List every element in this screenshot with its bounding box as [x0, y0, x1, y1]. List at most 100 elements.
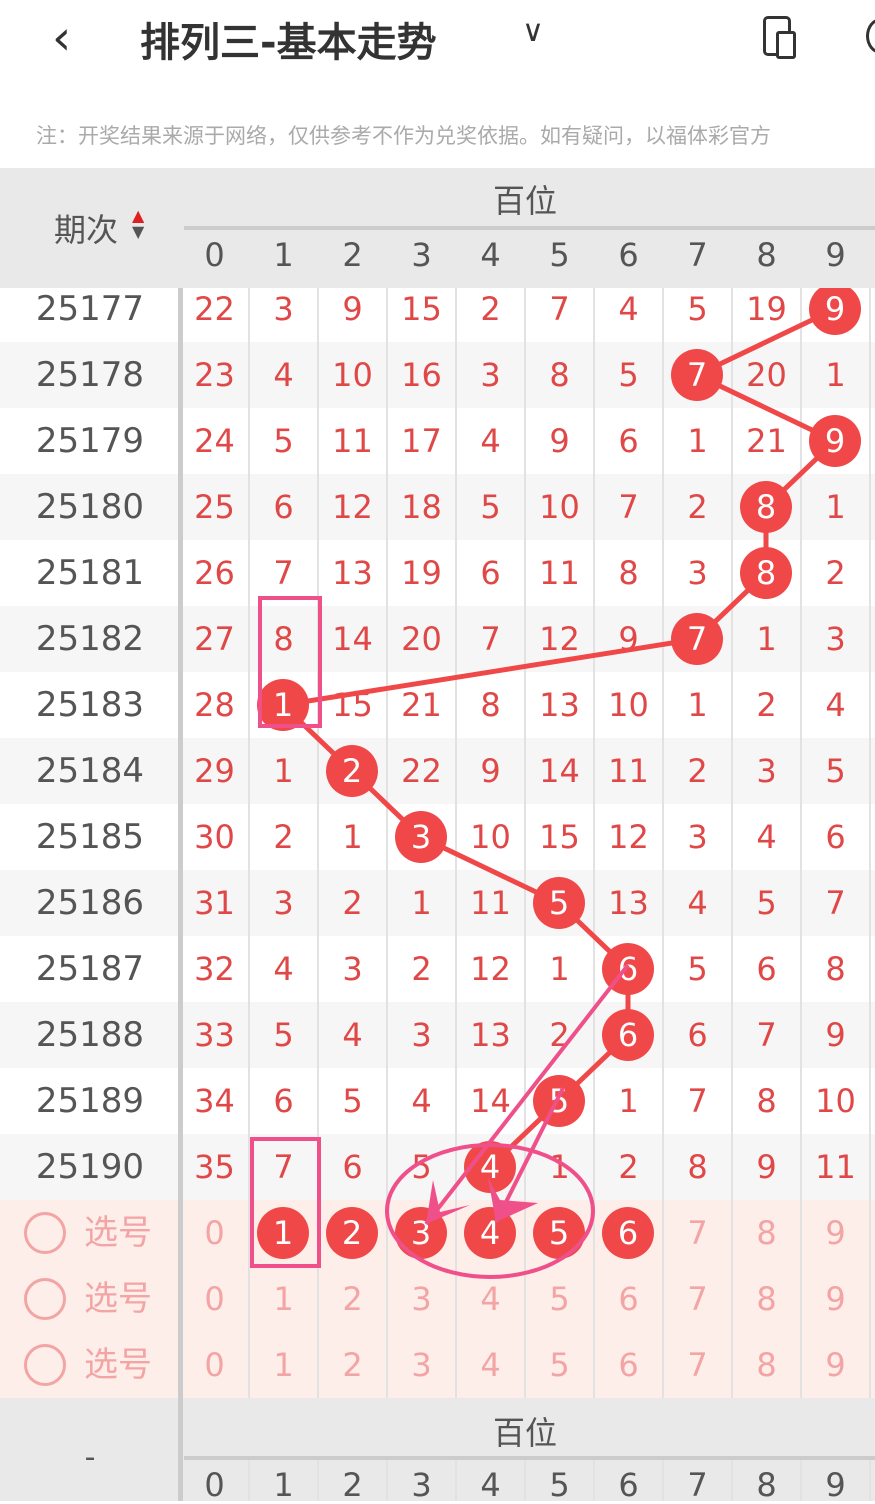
select-radio[interactable] [24, 1278, 66, 1320]
miss-count: 3 [756, 752, 777, 790]
miss-count: 5 [756, 884, 777, 922]
footer-column-digit-8: 8 [756, 1466, 777, 1504]
select-digit-5[interactable]: 5 [549, 1280, 570, 1318]
table-row: 25184 29 1 2 22 9 14 11 2 3 5 [0, 738, 875, 804]
select-digit-7[interactable]: 7 [687, 1280, 708, 1318]
select-digit-0[interactable]: 0 [204, 1214, 225, 1252]
select-digit-8[interactable]: 8 [756, 1346, 777, 1384]
miss-count: 5 [411, 1148, 432, 1186]
select-digit-6[interactable]: 6 [618, 1346, 639, 1384]
miss-count: 8 [480, 686, 501, 724]
select-digit-3[interactable]: 3 [411, 1280, 432, 1318]
select-digit-2[interactable]: 2 [342, 1346, 363, 1384]
footer-column-digit-2: 2 [342, 1466, 363, 1504]
miss-count: 2 [549, 1016, 570, 1054]
miss-count: 1 [756, 620, 777, 658]
select-digit-7[interactable]: 7 [687, 1214, 708, 1252]
selected-ball-4[interactable]: 4 [464, 1207, 516, 1259]
selected-ball-1[interactable]: 1 [257, 1207, 309, 1259]
select-digit-4[interactable]: 4 [480, 1280, 501, 1318]
select-digit-0[interactable]: 0 [204, 1280, 225, 1318]
select-label[interactable]: 选号 [84, 1279, 152, 1319]
select-digit-1[interactable]: 1 [273, 1280, 294, 1318]
select-label[interactable]: 选号 [84, 1213, 152, 1253]
miss-count: 11 [608, 752, 649, 790]
select-digit-4[interactable]: 4 [480, 1346, 501, 1384]
page-title[interactable]: 排列三-基本走势 [140, 20, 437, 66]
miss-count: 6 [618, 422, 639, 460]
select-digit-6[interactable]: 6 [618, 1280, 639, 1318]
select-digit-9[interactable]: 9 [825, 1280, 846, 1318]
select-digit-5[interactable]: 5 [549, 1346, 570, 1384]
select-digit-8[interactable]: 8 [756, 1214, 777, 1252]
select-digit-1[interactable]: 1 [273, 1346, 294, 1384]
miss-count: 2 [273, 818, 294, 856]
sort-icon[interactable]: ▲ ▼ [132, 206, 145, 241]
miss-count: 5 [825, 752, 846, 790]
miss-count: 4 [687, 884, 708, 922]
period-header[interactable]: 期次 [54, 211, 119, 249]
miss-count: 10 [470, 818, 511, 856]
miss-count: 30 [194, 818, 235, 856]
miss-count: 6 [342, 1148, 363, 1186]
miss-count: 6 [825, 818, 846, 856]
miss-count: 9 [756, 1148, 777, 1186]
grid-line [662, 228, 664, 1200]
select-digit-9[interactable]: 9 [825, 1214, 846, 1252]
table-row: 25180 25 6 12 18 5 10 7 2 8 1 [0, 474, 875, 540]
miss-count: 5 [273, 1016, 294, 1054]
footer-divider [184, 1456, 875, 1460]
selected-ball-6[interactable]: 6 [602, 1207, 654, 1259]
select-digit-0[interactable]: 0 [204, 1346, 225, 1384]
miss-count: 4 [342, 1016, 363, 1054]
grid-line [869, 228, 871, 1200]
selected-ball-5[interactable]: 5 [533, 1207, 585, 1259]
grid-line [800, 1200, 802, 1398]
period-number: 25179 [35, 421, 145, 461]
miss-count: 8 [825, 950, 846, 988]
footer-column-digit-9: 9 [825, 1466, 846, 1504]
miss-count: 13 [608, 884, 649, 922]
selected-ball-2[interactable]: 2 [326, 1207, 378, 1259]
select-digit-9[interactable]: 9 [825, 1346, 846, 1384]
miss-count: 1 [342, 818, 363, 856]
miss-count: 4 [756, 818, 777, 856]
more-icon[interactable] [866, 18, 875, 54]
select-label[interactable]: 选号 [84, 1345, 152, 1385]
miss-count: 5 [618, 356, 639, 394]
hit-ball: 3 [395, 811, 447, 863]
select-digit-2[interactable]: 2 [342, 1280, 363, 1318]
grid-line [869, 1200, 871, 1398]
footer-column-digit-0: 0 [204, 1466, 225, 1504]
select-digit-3[interactable]: 3 [411, 1346, 432, 1384]
miss-count: 15 [332, 686, 373, 724]
miss-count: 15 [539, 818, 580, 856]
hit-ball: 9 [809, 283, 861, 335]
device-rotate-icon[interactable] [763, 16, 796, 59]
hit-ball: 8 [740, 547, 792, 599]
miss-count: 10 [608, 686, 649, 724]
select-digit-8[interactable]: 8 [756, 1280, 777, 1318]
selected-ball-3[interactable]: 3 [395, 1207, 447, 1259]
column-separator [178, 168, 183, 1501]
select-radio[interactable] [24, 1344, 66, 1386]
footer-column-digit-4: 4 [480, 1466, 501, 1504]
grid-line [662, 1200, 664, 1398]
miss-count: 9 [480, 752, 501, 790]
miss-count: 14 [332, 620, 373, 658]
miss-count: 1 [549, 1148, 570, 1186]
table-row: 25190 35 7 6 5 4 1 2 8 9 11 [0, 1134, 875, 1200]
select-digit-7[interactable]: 7 [687, 1346, 708, 1384]
grid-line [386, 1200, 388, 1398]
chevron-left-icon[interactable]: ‹ [52, 10, 72, 66]
footer-column-digit-7: 7 [687, 1466, 708, 1504]
miss-count: 5 [480, 488, 501, 526]
miss-count: 1 [411, 884, 432, 922]
top-bar: ‹ 排列三-基本走势 ∨ [0, 0, 875, 90]
miss-count: 12 [332, 488, 373, 526]
hit-ball: 9 [809, 415, 861, 467]
select-radio[interactable] [24, 1212, 66, 1254]
grid-line [317, 228, 319, 1200]
chevron-down-icon[interactable]: ∨ [522, 14, 544, 49]
miss-count: 13 [539, 686, 580, 724]
